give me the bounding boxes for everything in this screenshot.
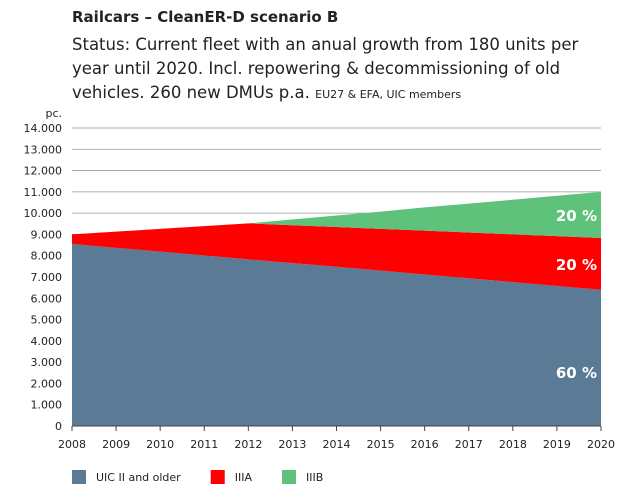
subtitle: vehicles. 260 new DMUs p.a. (72, 83, 310, 102)
chart-title: Railcars – CleanER-D scenario B (72, 8, 338, 26)
x-tick-label: 2011 (190, 438, 218, 451)
area-label: 20 % (556, 207, 597, 225)
x-tick-label: 2017 (455, 438, 483, 451)
note: EU27 & EFA, UIC members (315, 88, 461, 101)
y-tick-label: 4.000 (31, 335, 63, 348)
y-tick-label: 9.000 (31, 228, 63, 241)
legend-label: IIIA (235, 471, 253, 484)
subtitle: Status: Current fleet with an anual grow… (72, 35, 579, 54)
x-tick-label: 2015 (367, 438, 395, 451)
y-tick-label: 6.000 (31, 292, 63, 305)
x-tick-label: 2009 (102, 438, 130, 451)
legend-swatch (281, 470, 296, 484)
legend-swatch (72, 470, 86, 484)
x-tick-label: 2020 (587, 438, 615, 451)
y-axis-label: pc. (45, 107, 62, 120)
area (72, 191, 601, 239)
legend-swatch (210, 470, 225, 484)
y-tick-label: 7.000 (31, 271, 63, 284)
y-tick-label: 12.000 (24, 165, 63, 178)
x-tick-label: 2016 (411, 438, 439, 451)
x-tick-label: 2008 (58, 438, 86, 451)
x-tick-label: 2019 (543, 438, 571, 451)
legend-label: IIIB (306, 471, 323, 484)
y-tick-label: 3.000 (31, 356, 63, 369)
y-tick-label: 8.000 (31, 250, 63, 263)
y-tick-label: 0 (55, 420, 62, 433)
y-tick-label: 5.000 (31, 314, 63, 327)
x-tick-label: 2018 (499, 438, 527, 451)
area (72, 244, 601, 426)
y-tick-label: 2.000 (31, 377, 63, 390)
x-tick-label: 2014 (323, 438, 351, 451)
subtitle: year until 2020. Incl. repowering & deco… (72, 59, 560, 78)
y-tick-label: 11.000 (24, 186, 63, 199)
area (72, 223, 601, 290)
x-tick-label: 2012 (234, 438, 262, 451)
area-label: 20 % (556, 256, 597, 274)
y-tick-label: 14.000 (24, 122, 63, 135)
area-label: 60 % (556, 364, 597, 382)
legend-label: UIC II and older (96, 471, 181, 484)
x-tick-label: 2010 (146, 438, 174, 451)
x-tick-label: 2013 (278, 438, 306, 451)
subtitle: vehicles. 260 new DMUs p.a. EU27 & EFA, … (72, 83, 461, 102)
y-tick-label: 13.000 (24, 143, 63, 156)
y-tick-label: 10.000 (24, 207, 63, 220)
y-tick-label: 1.000 (31, 399, 63, 412)
